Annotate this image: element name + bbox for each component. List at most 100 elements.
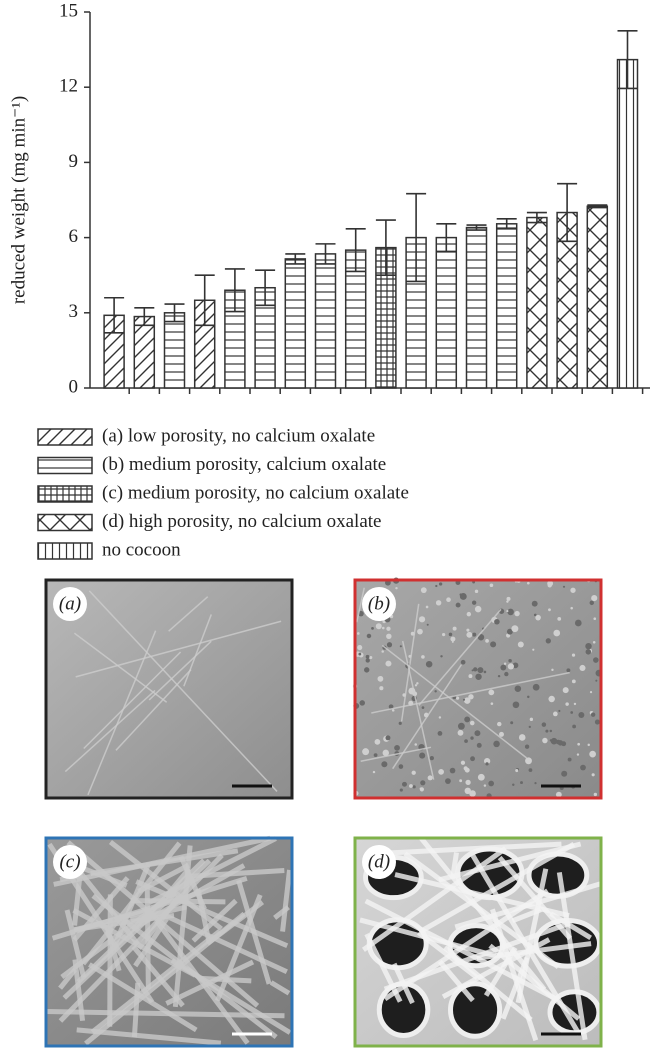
texture [553, 629, 561, 637]
texture [534, 782, 537, 785]
fiber [73, 632, 168, 703]
fiber [511, 907, 542, 924]
legend-swatch [37, 513, 93, 532]
bar [133, 315, 156, 389]
texture [455, 602, 461, 608]
y-tick-label: 3 [69, 301, 79, 322]
fiber [236, 879, 272, 985]
texture [475, 673, 482, 680]
texture [469, 720, 475, 726]
texture [448, 632, 453, 637]
texture [550, 737, 558, 745]
texture [549, 739, 552, 742]
texture [517, 641, 524, 648]
texture [449, 767, 456, 774]
micrograph: (d) [353, 836, 603, 1048]
texture [548, 608, 551, 612]
fiber [84, 866, 128, 888]
texture [506, 600, 509, 603]
texture [409, 784, 413, 788]
texture [455, 696, 460, 700]
texture [427, 775, 433, 781]
texture [545, 638, 551, 644]
texture [592, 640, 596, 644]
fiber [64, 909, 87, 978]
texture [593, 617, 597, 621]
error-bar [587, 204, 608, 209]
texture [595, 679, 598, 682]
texture [464, 716, 471, 723]
texture [591, 595, 598, 602]
texture [589, 600, 594, 606]
texture [463, 697, 471, 704]
fiber [280, 869, 293, 932]
texture [365, 658, 370, 663]
texture [571, 653, 576, 657]
texture [386, 633, 392, 640]
texture [466, 611, 472, 617]
texture [508, 659, 512, 663]
texture [570, 587, 576, 593]
texture [421, 706, 425, 709]
texture [365, 654, 370, 659]
texture [565, 702, 569, 706]
texture [417, 628, 423, 635]
texture [541, 722, 547, 727]
texture [589, 691, 593, 694]
error-bar [436, 223, 457, 253]
texture [426, 623, 429, 626]
legend-label: no cocoon [102, 539, 181, 560]
fiber [497, 855, 572, 941]
fiber [371, 671, 570, 714]
fiber [269, 980, 291, 996]
bar [495, 223, 518, 389]
bar [465, 226, 488, 389]
error-bar [104, 296, 125, 334]
texture [591, 773, 595, 777]
texture [555, 791, 562, 798]
texture [371, 626, 374, 630]
texture [388, 704, 394, 710]
micrograph-image [355, 580, 601, 798]
error-bar [134, 306, 155, 327]
texture [468, 674, 473, 679]
fiber [400, 603, 420, 722]
legend-swatch [37, 485, 93, 503]
texture [446, 597, 451, 603]
fiber [441, 937, 551, 1000]
texture [532, 648, 535, 651]
texture [420, 780, 426, 786]
fiber [377, 841, 562, 857]
texture [463, 766, 468, 771]
fiber [183, 614, 213, 687]
texture [567, 757, 572, 762]
texture [391, 709, 395, 712]
texture [503, 662, 507, 665]
texture [488, 689, 495, 696]
texture [452, 626, 457, 631]
texture [437, 731, 443, 736]
legend-label: (c) medium porosity, no calcium oxalate [102, 482, 409, 503]
texture [497, 721, 502, 727]
texture [411, 770, 416, 775]
texture [375, 623, 382, 630]
texture [506, 610, 509, 613]
texture [459, 593, 463, 596]
fiber [454, 881, 602, 930]
texture [358, 652, 362, 656]
micrograph-border [44, 836, 294, 1048]
texture [464, 787, 471, 795]
fiber [84, 911, 246, 1046]
error-bar [345, 228, 366, 273]
texture [488, 780, 495, 787]
texture [576, 753, 580, 756]
texture [470, 756, 475, 762]
texture [395, 586, 398, 590]
fiber [191, 898, 238, 943]
texture [561, 770, 568, 777]
fiber [170, 958, 292, 1035]
texture [528, 768, 533, 772]
texture [557, 740, 564, 746]
micrograph-border [353, 578, 603, 800]
texture [399, 788, 403, 792]
